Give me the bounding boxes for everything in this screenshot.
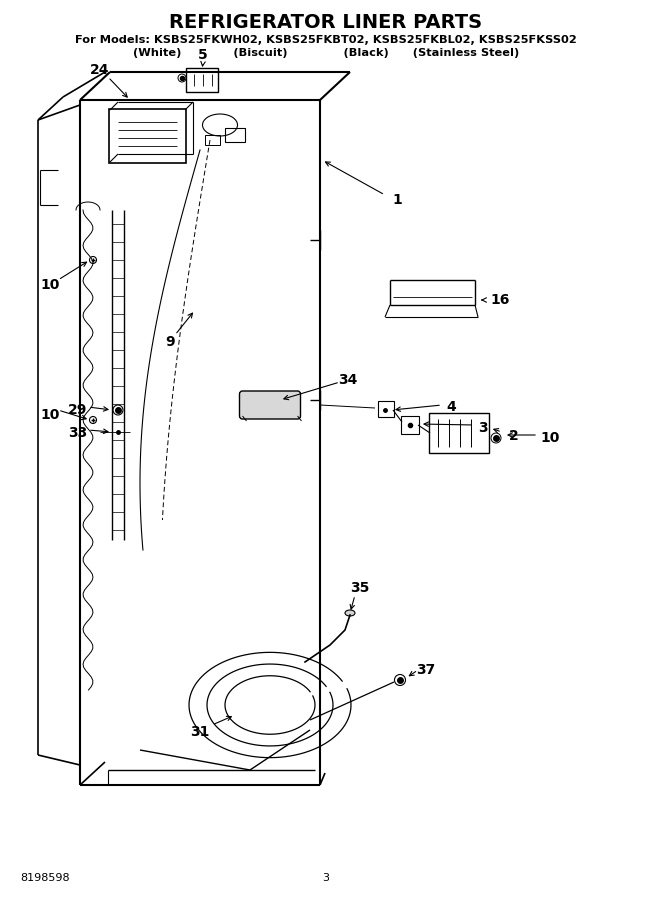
Text: 10: 10 <box>40 408 60 422</box>
Ellipse shape <box>345 610 355 616</box>
Text: 8198598: 8198598 <box>20 873 70 883</box>
Text: For Models: KSBS25FKWH02, KSBS25FKBT02, KSBS25FKBL02, KSBS25FKSS02: For Models: KSBS25FKWH02, KSBS25FKBT02, … <box>75 35 577 45</box>
Text: 24: 24 <box>90 63 110 77</box>
Text: REFRIGERATOR LINER PARTS: REFRIGERATOR LINER PARTS <box>170 13 482 32</box>
FancyBboxPatch shape <box>378 401 394 417</box>
FancyBboxPatch shape <box>109 109 186 163</box>
FancyBboxPatch shape <box>239 391 301 419</box>
Text: 3: 3 <box>478 421 488 435</box>
Text: 9: 9 <box>165 335 175 349</box>
FancyBboxPatch shape <box>429 413 489 453</box>
Bar <box>205 135 220 145</box>
Text: 10: 10 <box>541 431 559 445</box>
Bar <box>225 128 245 142</box>
Text: (White)             (Biscuit)              (Black)      (Stainless Steel): (White) (Biscuit) (Black) (Stainless Ste… <box>133 48 519 58</box>
FancyBboxPatch shape <box>186 68 218 92</box>
Text: 4: 4 <box>446 400 456 414</box>
Text: 3: 3 <box>323 873 329 883</box>
Text: 2: 2 <box>509 429 519 443</box>
Text: 16: 16 <box>490 293 510 307</box>
Text: 37: 37 <box>417 663 436 677</box>
Text: 31: 31 <box>190 725 210 739</box>
Text: 29: 29 <box>68 403 87 417</box>
Text: 35: 35 <box>350 581 370 595</box>
Text: 5: 5 <box>198 48 208 62</box>
Text: 10: 10 <box>40 278 60 292</box>
Text: 33: 33 <box>68 426 87 440</box>
Text: 1: 1 <box>392 193 402 207</box>
Text: 34: 34 <box>338 373 358 387</box>
FancyBboxPatch shape <box>401 416 419 434</box>
